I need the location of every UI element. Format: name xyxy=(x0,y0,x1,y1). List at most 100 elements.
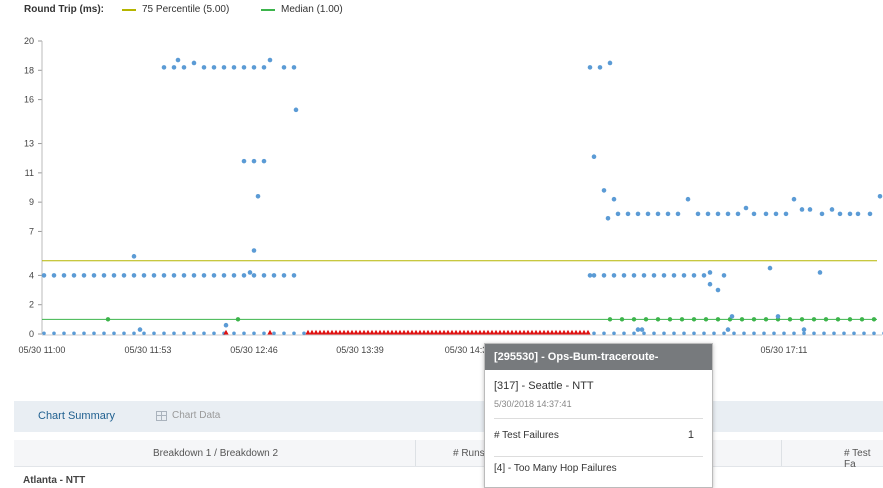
round-trip-point xyxy=(611,196,617,202)
baseline-point xyxy=(172,331,176,336)
median-point xyxy=(715,317,721,322)
round-trip-point xyxy=(661,273,667,278)
failure-marker xyxy=(353,329,359,335)
median-point xyxy=(847,317,853,322)
failure-marker xyxy=(481,329,487,335)
table-row-label[interactable]: Atlanta - NTT xyxy=(23,475,86,486)
median-point xyxy=(835,317,841,322)
median-point xyxy=(619,317,625,322)
baseline-point xyxy=(272,331,276,336)
failure-marker xyxy=(333,329,339,335)
baseline-point xyxy=(112,331,116,336)
round-trip-point xyxy=(51,273,57,278)
round-trip-point xyxy=(247,270,253,275)
failure-marker xyxy=(401,329,407,335)
median-point xyxy=(691,317,697,322)
round-trip-point xyxy=(161,65,167,70)
round-trip-point xyxy=(819,211,825,217)
baseline-point xyxy=(292,331,296,336)
round-trip-point xyxy=(651,273,657,278)
round-trip-point xyxy=(767,265,773,271)
baseline-point xyxy=(92,331,96,336)
failure-marker xyxy=(461,329,467,335)
baseline-point xyxy=(242,331,246,336)
baseline-point xyxy=(872,331,876,336)
median-point xyxy=(787,317,793,322)
round-trip-point xyxy=(137,327,143,332)
baseline-point xyxy=(762,331,766,336)
failure-marker xyxy=(389,329,395,335)
tooltip-metric-value: 1 xyxy=(687,429,694,441)
col-header-test-failures[interactable]: # Test Fa xyxy=(844,448,871,470)
median-point xyxy=(859,317,865,322)
x-tick-label: 05/30 11:53 xyxy=(125,345,172,355)
col-header-runs[interactable]: # Runs xyxy=(453,448,485,459)
round-trip-point xyxy=(151,273,157,278)
tab-chart-data[interactable]: Chart Data xyxy=(156,410,220,421)
round-trip-point xyxy=(255,193,261,199)
y-tick-label: 16 xyxy=(24,95,34,105)
median-point xyxy=(871,317,877,322)
failure-marker xyxy=(429,329,435,335)
baseline-point xyxy=(652,331,656,336)
round-trip-point xyxy=(635,327,641,332)
failure-marker xyxy=(541,329,547,335)
tooltip-divider xyxy=(494,418,703,419)
baseline-point xyxy=(712,331,716,336)
median-point xyxy=(235,317,241,322)
legend-item-75-percentile[interactable]: 75 Percentile (5.00) xyxy=(122,4,229,15)
failure-marker xyxy=(373,329,379,335)
round-trip-point xyxy=(611,273,617,278)
round-trip-point xyxy=(591,154,597,160)
failure-marker xyxy=(465,329,471,335)
median-point xyxy=(799,317,805,322)
round-trip-point xyxy=(801,327,807,332)
round-trip-point xyxy=(261,65,267,70)
round-trip-point xyxy=(181,273,187,278)
failure-marker xyxy=(385,329,391,335)
round-trip-point xyxy=(171,273,177,278)
baseline-point xyxy=(822,331,826,336)
failure-marker xyxy=(569,329,575,335)
round-trip-point xyxy=(721,273,727,278)
median-point xyxy=(607,317,613,322)
baseline-point xyxy=(282,331,286,336)
failure-marker xyxy=(349,329,355,335)
legend-title: Round Trip (ms): xyxy=(24,4,104,15)
round-trip-point xyxy=(691,273,697,278)
median-point xyxy=(679,317,685,322)
y-tick-label: 2 xyxy=(29,300,34,310)
median-point xyxy=(823,317,829,322)
col-header-breakdown[interactable]: Breakdown 1 / Breakdown 2 xyxy=(153,448,279,459)
failure-marker xyxy=(377,329,383,335)
column-divider xyxy=(781,440,782,466)
round-trip-point xyxy=(695,211,701,217)
baseline-point xyxy=(82,331,86,336)
round-trip-point xyxy=(101,273,107,278)
round-trip-point xyxy=(261,158,267,164)
failure-marker xyxy=(437,329,443,335)
y-tick-label: 4 xyxy=(29,270,34,280)
baseline-point xyxy=(662,331,666,336)
baseline-point xyxy=(842,331,846,336)
baseline-point xyxy=(182,331,186,336)
median-point xyxy=(631,317,637,322)
round-trip-point xyxy=(751,211,757,217)
baseline-point xyxy=(612,331,616,336)
failure-marker xyxy=(501,329,507,335)
median-point xyxy=(811,317,817,322)
failure-marker xyxy=(441,329,447,335)
baseline-point xyxy=(202,331,206,336)
x-tick-label: 05/30 14:3 xyxy=(445,345,488,355)
failure-marker xyxy=(573,329,579,335)
baseline-point xyxy=(52,331,56,336)
round-trip-point xyxy=(743,205,749,211)
baseline-point xyxy=(692,331,696,336)
legend-item-median[interactable]: Median (1.00) xyxy=(261,4,343,15)
failure-marker xyxy=(521,329,527,335)
tab-chart-summary[interactable]: Chart Summary xyxy=(38,410,116,422)
baseline-point xyxy=(742,331,746,336)
failure-marker xyxy=(345,329,351,335)
round-trip-point xyxy=(181,65,187,70)
y-tick-label: 7 xyxy=(29,226,34,236)
